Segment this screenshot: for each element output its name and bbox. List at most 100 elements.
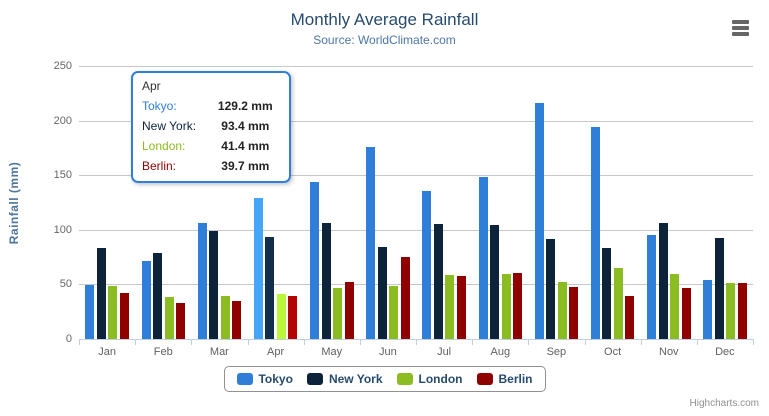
bar-berlin-oct[interactable] <box>625 296 635 339</box>
tooltip-row: Tokyo: 129.2 mm <box>142 96 280 116</box>
bar-tokyo-jun[interactable] <box>366 146 376 339</box>
x-axis-line <box>79 339 754 340</box>
bar-tokyo-dec[interactable] <box>703 279 713 339</box>
bar-berlin-feb[interactable] <box>176 302 185 339</box>
x-axis-label: Apr <box>267 346 285 358</box>
bar-tokyo-jan[interactable] <box>85 284 95 339</box>
bar-london-oct[interactable] <box>613 267 623 339</box>
bar-tokyo-mar[interactable] <box>197 222 207 339</box>
x-axis-label: Dec <box>715 346 735 358</box>
bar-tokyo-aug[interactable] <box>478 176 488 339</box>
bar-london-nov[interactable] <box>670 274 679 339</box>
highcharts-credit-link[interactable]: Highcharts.com <box>689 398 759 409</box>
bar-berlin-sep[interactable] <box>569 287 579 339</box>
legend-swatch <box>476 373 493 385</box>
chart-subtitle: Source: WorldClimate.com <box>313 33 456 47</box>
gridline <box>79 66 753 67</box>
x-axis-label: Jan <box>98 346 116 358</box>
bar-tokyo-apr[interactable] <box>253 197 263 339</box>
bar-new-york-mar[interactable] <box>209 231 219 339</box>
x-axis-tick <box>359 340 361 345</box>
legend-item-london[interactable]: London <box>396 372 463 386</box>
x-axis-label: Sep <box>546 346 567 358</box>
tooltip: Apr Tokyo: 129.2 mm New York: 93.4 mm London… <box>131 71 291 183</box>
bar-berlin-jul[interactable] <box>456 276 466 339</box>
x-axis-tick <box>584 340 586 345</box>
x-axis-tick <box>528 340 530 345</box>
bar-berlin-nov[interactable] <box>681 287 691 339</box>
chart-title: Monthly Average Rainfall <box>290 10 479 29</box>
x-axis-label: Mar <box>209 346 229 358</box>
legend-item-berlin[interactable]: Berlin <box>476 372 533 386</box>
y-axis-label: 150 <box>53 169 72 182</box>
bar-berlin-apr[interactable] <box>288 295 298 339</box>
gridline <box>79 175 753 177</box>
x-axis-label: May <box>321 346 343 358</box>
bar-london-jun[interactable] <box>389 286 399 339</box>
x-axis-label: Oct <box>604 346 622 358</box>
bar-new-york-jan[interactable] <box>96 247 106 339</box>
legend-label: Tokyo <box>258 372 293 386</box>
bar-tokyo-nov[interactable] <box>647 234 656 339</box>
bar-new-york-jun[interactable] <box>377 246 387 339</box>
bar-new-york-apr[interactable] <box>265 237 275 339</box>
bar-london-dec[interactable] <box>726 283 736 339</box>
x-axis-tick <box>472 340 474 345</box>
tooltip-value: 129.2 mm <box>217 99 273 113</box>
tooltip-series-label: London: <box>142 139 186 153</box>
x-axis-tick <box>696 340 698 345</box>
bar-tokyo-feb[interactable] <box>141 260 151 339</box>
hamburger-bar <box>732 20 749 24</box>
bar-london-mar[interactable] <box>220 296 230 339</box>
bar-berlin-may[interactable] <box>344 281 354 339</box>
legend-swatch <box>396 373 413 385</box>
bar-new-york-may[interactable] <box>321 223 331 339</box>
bar-london-apr[interactable] <box>276 293 286 339</box>
bar-berlin-jun[interactable] <box>400 256 410 339</box>
bar-new-york-sep[interactable] <box>546 239 556 339</box>
legend-item-tokyo[interactable]: Tokyo <box>236 372 293 386</box>
x-axis-tick <box>191 340 193 345</box>
bar-new-york-dec[interactable] <box>714 238 724 339</box>
bar-berlin-aug[interactable] <box>513 273 522 339</box>
tooltip-row: New York: 93.4 mm <box>142 116 280 136</box>
bar-new-york-nov[interactable] <box>658 222 668 339</box>
x-axis-label: Jun <box>379 346 397 358</box>
tooltip-row: London: 41.4 mm <box>142 136 280 156</box>
x-axis-label: Feb <box>153 346 173 358</box>
bar-berlin-jan[interactable] <box>119 292 129 339</box>
legend-item-new-york[interactable]: New York <box>306 372 383 386</box>
x-axis-label: Nov <box>659 346 679 358</box>
y-axis-label: 250 <box>53 60 72 72</box>
x-axis-label: Aug <box>490 346 511 358</box>
bar-berlin-mar[interactable] <box>232 301 242 339</box>
hamburger-bar <box>732 26 749 30</box>
legend-swatch <box>236 373 253 385</box>
x-axis-tick <box>303 340 305 345</box>
tooltip-table: Tokyo: 129.2 mm New York: 93.4 mm London: 41.… <box>142 96 280 176</box>
bar-london-jan[interactable] <box>108 285 118 339</box>
x-axis-tick <box>79 340 80 345</box>
gridline <box>79 229 753 231</box>
bar-new-york-feb[interactable] <box>153 253 162 339</box>
x-axis-tick <box>640 340 642 345</box>
bar-tokyo-may[interactable] <box>310 181 319 339</box>
hamburger-menu-icon[interactable] <box>731 20 750 36</box>
bar-new-york-jul[interactable] <box>433 224 443 339</box>
bar-london-sep[interactable] <box>557 281 567 339</box>
bar-tokyo-jul[interactable] <box>422 190 432 339</box>
y-axis-label: 100 <box>53 223 72 236</box>
gridline <box>79 120 753 122</box>
bar-new-york-aug[interactable] <box>490 225 499 339</box>
bar-new-york-oct[interactable] <box>602 247 612 339</box>
bar-london-may[interactable] <box>333 287 342 339</box>
bar-tokyo-sep[interactable] <box>534 102 544 339</box>
tooltip-value: 93.4 mm <box>221 119 270 133</box>
bar-tokyo-oct[interactable] <box>590 127 600 339</box>
bar-berlin-dec[interactable] <box>737 283 747 339</box>
gridline <box>79 284 753 286</box>
bar-london-aug[interactable] <box>501 273 511 339</box>
bar-london-feb[interactable] <box>164 296 174 339</box>
bar-london-jul[interactable] <box>445 274 455 339</box>
